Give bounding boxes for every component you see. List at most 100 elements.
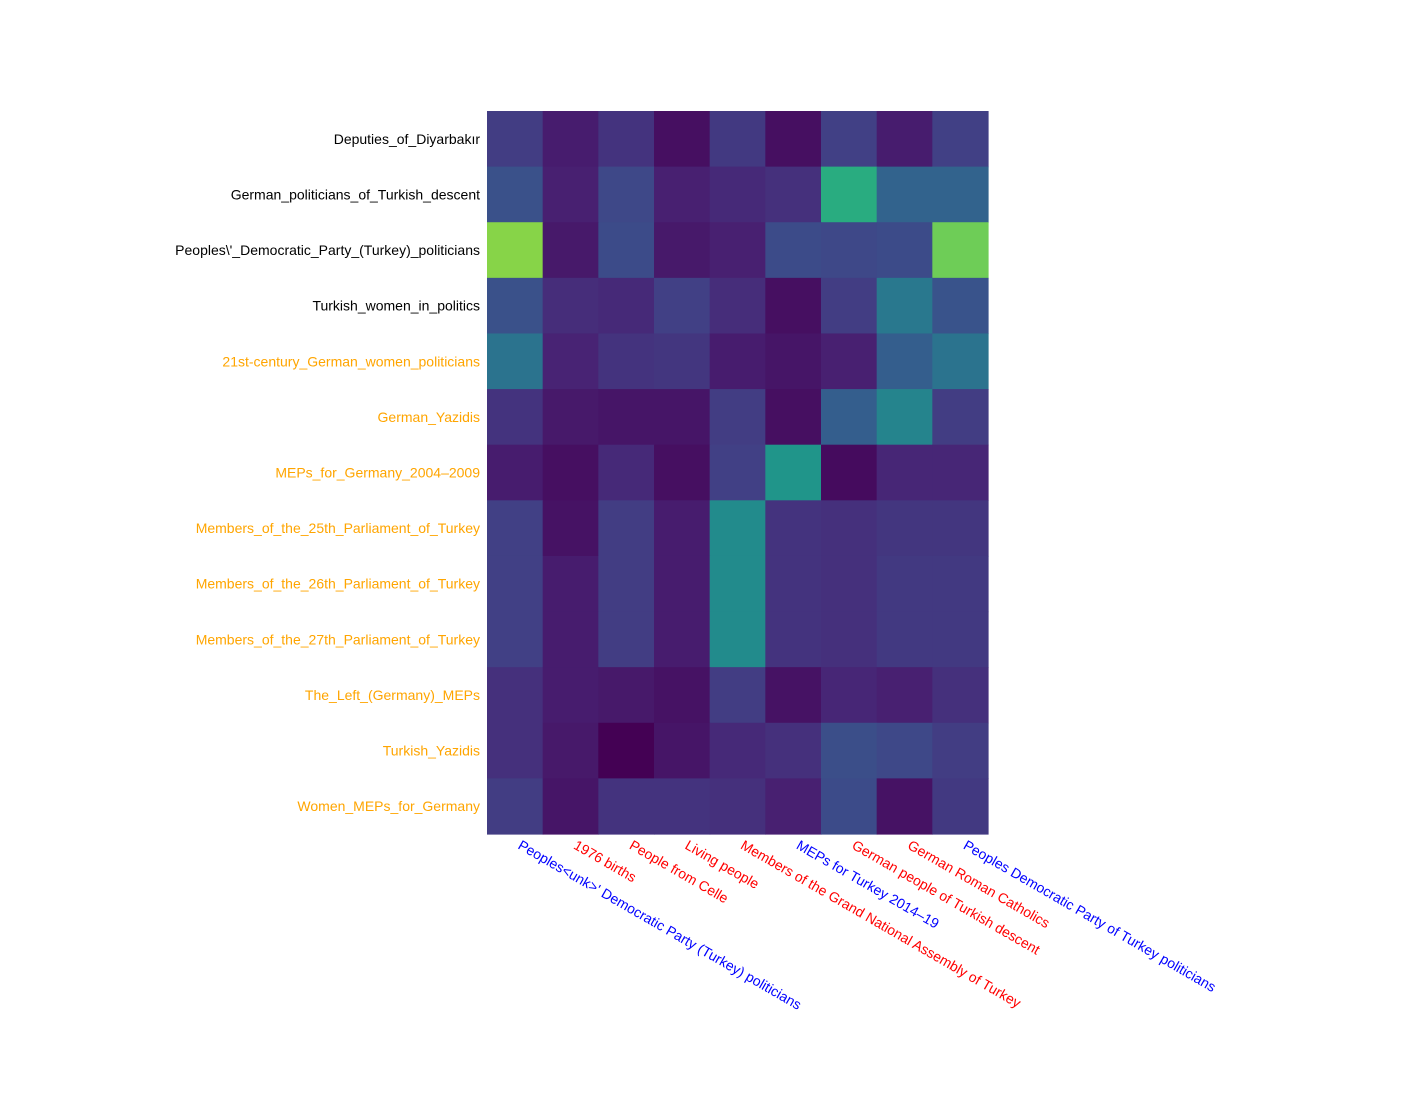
- heatmap-cell: [598, 500, 655, 557]
- heatmap-cell: [821, 444, 878, 501]
- heatmap-cell: [654, 778, 711, 835]
- heatmap-cell: [876, 500, 933, 557]
- heatmap-cell: [654, 722, 711, 779]
- heatmap-cell: [765, 166, 822, 223]
- row-label: Members_of_the_25th_Parliament_of_Turkey: [196, 520, 480, 536]
- heatmap-cell: [542, 722, 599, 779]
- heatmap-cell: [876, 778, 933, 835]
- row-labels: Deputies_of_Diyarbakır German_politicians…: [175, 131, 480, 814]
- heatmap-cell: [876, 277, 933, 335]
- heatmap-cell: [876, 222, 933, 279]
- heatmap-cell: [932, 389, 989, 446]
- heatmap-cell: [932, 222, 989, 279]
- heatmap-cell: [932, 277, 989, 335]
- heatmap-cell: [821, 166, 878, 223]
- heatmap-cell: [487, 778, 544, 835]
- row-label: Turkish_women_in_politics: [312, 298, 480, 314]
- heatmap-cell: [542, 333, 599, 390]
- heatmap-cell: [654, 555, 711, 613]
- heatmap-cell: [709, 333, 766, 390]
- heatmap-cell: [598, 778, 655, 835]
- heatmap-cell: [654, 444, 711, 501]
- heatmap-cell: [654, 222, 711, 279]
- heatmap-cell: [542, 611, 599, 668]
- row-label: Members_of_the_27th_Parliament_of_Turkey: [196, 631, 480, 647]
- heatmap-cell: [821, 722, 878, 779]
- heatmap-cell: [932, 333, 989, 390]
- heatmap-cell: [765, 500, 822, 557]
- heatmap-cell: [542, 500, 599, 557]
- heatmap-cell: [654, 611, 711, 668]
- heatmap-cell: [821, 611, 878, 668]
- heatmap-cell: [876, 111, 933, 168]
- heatmap-cell: [542, 778, 599, 835]
- row-label: German_politicians_of_Turkish_descent: [231, 186, 480, 202]
- heatmap-cell: [654, 166, 711, 223]
- heatmap-cell: [709, 555, 766, 613]
- heatmap-cell: [598, 611, 655, 668]
- heatmap-cell: [876, 166, 933, 223]
- heatmap-cell: [487, 667, 544, 724]
- heatmap-cell: [821, 667, 878, 724]
- heatmap-cell: [542, 444, 599, 501]
- heatmap-cell: [654, 333, 711, 390]
- heatmap-cell: [709, 389, 766, 446]
- heatmap-cell: [598, 555, 655, 613]
- heatmap-cell: [932, 611, 989, 668]
- heatmap-cell: [765, 111, 822, 168]
- heatmap-cell: [821, 277, 878, 335]
- heatmap-cell: [542, 111, 599, 168]
- heatmap-cell: [765, 444, 822, 501]
- heatmap-cell: [765, 778, 822, 835]
- heatmap-cell: [709, 222, 766, 279]
- heatmap-cell: [487, 333, 544, 390]
- row-label: Deputies_of_Diyarbakır: [334, 131, 481, 147]
- heatmap-cell: [709, 722, 766, 779]
- heatmap-cell: [932, 111, 989, 168]
- heatmap-cell: [709, 166, 766, 223]
- heatmap-cell: [487, 444, 544, 501]
- row-label: 21st-century_German_women_politicians: [222, 353, 480, 369]
- heatmap-cell: [542, 555, 599, 613]
- heatmap-cell: [821, 111, 878, 168]
- heatmap-cell: [821, 222, 878, 279]
- row-label: German_Yazidis: [378, 409, 480, 425]
- row-label: Peoples\'_Democratic_Party_(Turkey)_poli…: [175, 242, 480, 258]
- heatmap-cell: [876, 389, 933, 446]
- heatmap-cell: [709, 111, 766, 168]
- heatmap-cell: [598, 277, 655, 335]
- heatmap-cell: [487, 277, 544, 335]
- heatmap-cell: [709, 500, 766, 557]
- heatmap-cell: [821, 778, 878, 835]
- heatmap-cell: [765, 389, 822, 446]
- heatmap-cell: [876, 611, 933, 668]
- heatmap-cell: [598, 722, 655, 779]
- heatmap-cell: [765, 667, 822, 724]
- heatmap-cell: [542, 277, 599, 335]
- row-label: Women_MEPs_for_Germany: [297, 798, 480, 814]
- heatmap-cell: [598, 444, 655, 501]
- heatmap-cell: [932, 722, 989, 779]
- heatmap-cell: [876, 555, 933, 613]
- heatmap-cell: [654, 667, 711, 724]
- column-labels: Peoples<unk>' Democratic Party (Turkey) …: [516, 837, 1219, 1013]
- heatmap-cell: [765, 722, 822, 779]
- heatmap-cell: [487, 222, 544, 279]
- heatmap-cell: [487, 166, 544, 223]
- heatmap-cell: [487, 722, 544, 779]
- heatmap-cell: [598, 389, 655, 446]
- row-label: Turkish_Yazidis: [383, 743, 480, 759]
- heatmap-cell: [876, 722, 933, 779]
- heatmap-cell: [765, 611, 822, 668]
- heatmap-cell: [821, 555, 878, 613]
- heatmap-cell: [932, 166, 989, 223]
- heatmap-cell: [709, 778, 766, 835]
- heatmap-cell: [709, 611, 766, 668]
- heatmap-cell: [598, 111, 655, 168]
- heatmap-cell: [821, 389, 878, 446]
- column-label: People from Celle: [627, 837, 732, 907]
- heatmap-cell: [932, 500, 989, 557]
- row-label: MEPs_for_Germany_2004–2009: [275, 465, 480, 481]
- heatmap-cell: [765, 555, 822, 613]
